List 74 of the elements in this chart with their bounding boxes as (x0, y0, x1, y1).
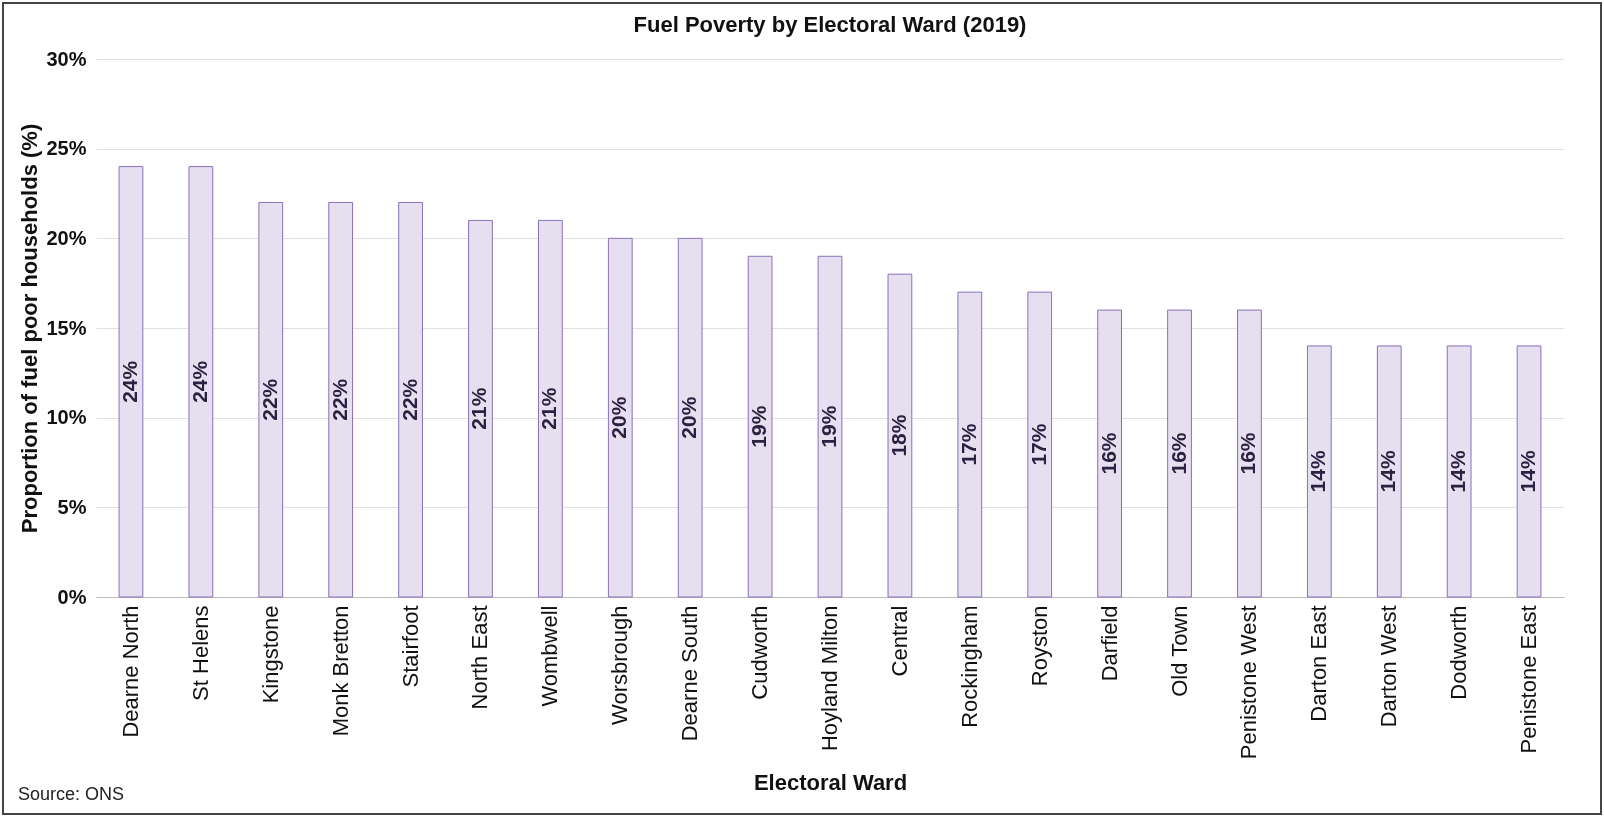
bar (188, 166, 214, 598)
source-note: Source: ONS (18, 784, 125, 805)
y-axis-title: Proportion of fuel poor households (%) (17, 123, 43, 534)
y-tick-label: 5% (57, 495, 87, 518)
bar (1097, 309, 1122, 598)
x-tick-label: Darton East (1306, 605, 1332, 722)
y-tick-label: 0% (57, 585, 87, 608)
data-label: 14% (1306, 450, 1330, 493)
bar (1027, 291, 1053, 598)
data-label: 14% (1376, 450, 1400, 493)
x-tick-label: Cudworth (747, 605, 773, 700)
data-label: 14% (1446, 450, 1470, 493)
bar (258, 201, 284, 598)
x-tick-label: Royston (1026, 605, 1052, 687)
data-label: 20% (607, 396, 631, 439)
data-label: 16% (1236, 432, 1260, 475)
y-tick-label: 25% (46, 137, 87, 160)
data-label: 20% (677, 396, 701, 439)
data-label: 24% (187, 360, 211, 403)
bar (1376, 345, 1402, 598)
bar (468, 219, 493, 598)
x-tick-label: Dodworth (1446, 605, 1472, 700)
x-tick-label: Penistone West (1236, 605, 1262, 760)
data-label: 22% (257, 378, 281, 421)
x-tick-label: Monk Bretton (327, 605, 353, 737)
x-tick-label: Hoyland Milton (817, 605, 842, 752)
data-label: 17% (956, 423, 980, 466)
x-tick-label: Wombwell (537, 605, 563, 707)
x-tick-label: Kingstone (257, 605, 283, 704)
bar (677, 237, 703, 598)
x-tick-label: Dearne North (117, 605, 143, 738)
data-label: 21% (467, 387, 491, 430)
x-tick-label: Rockingham (956, 605, 982, 728)
data-label: 22% (327, 378, 351, 421)
bar (747, 255, 773, 598)
chart-title: Fuel Poverty by Electoral Ward (2019) (633, 12, 1027, 37)
x-tick-label: Worsbrough (607, 605, 633, 725)
data-label: 24% (117, 360, 141, 403)
x-tick-label: St Helens (187, 605, 213, 701)
x-tick-label: Darton West (1376, 605, 1402, 728)
bar (607, 237, 633, 598)
bar (1306, 345, 1332, 598)
data-label: 17% (1026, 423, 1050, 466)
bar (538, 219, 563, 598)
data-label: 19% (747, 405, 771, 448)
y-tick-label: 20% (46, 226, 87, 249)
data-label: 16% (1096, 432, 1120, 475)
bar (1446, 345, 1472, 598)
y-tick-label: 30% (46, 47, 87, 70)
x-tick-label: Darfield (1096, 605, 1122, 682)
bar (957, 291, 983, 598)
x-tick-label: North East (467, 605, 493, 710)
data-label: 14% (1516, 450, 1540, 493)
bar (1167, 309, 1192, 598)
bar (817, 255, 843, 598)
bar (328, 201, 354, 598)
x-tick-label: Central (886, 605, 912, 677)
y-tick-label: 15% (46, 316, 87, 339)
bar (887, 273, 913, 598)
y-tick-label: 10% (46, 406, 87, 429)
data-label: 22% (397, 378, 421, 421)
bar (1516, 345, 1542, 598)
data-label: 21% (537, 387, 561, 430)
x-tick-label: Penistone East (1516, 605, 1542, 754)
x-tick-label: Dearne South (677, 605, 703, 742)
data-label: 19% (817, 405, 840, 448)
x-tick-label: Old Town (1166, 605, 1192, 697)
bar (398, 201, 423, 598)
data-label: 18% (886, 414, 910, 457)
x-axis-title: Electoral Ward (753, 770, 908, 796)
bar (1237, 309, 1262, 598)
data-label: 16% (1166, 432, 1190, 475)
bar (118, 166, 144, 598)
x-tick-label: Stairfoot (397, 605, 423, 688)
